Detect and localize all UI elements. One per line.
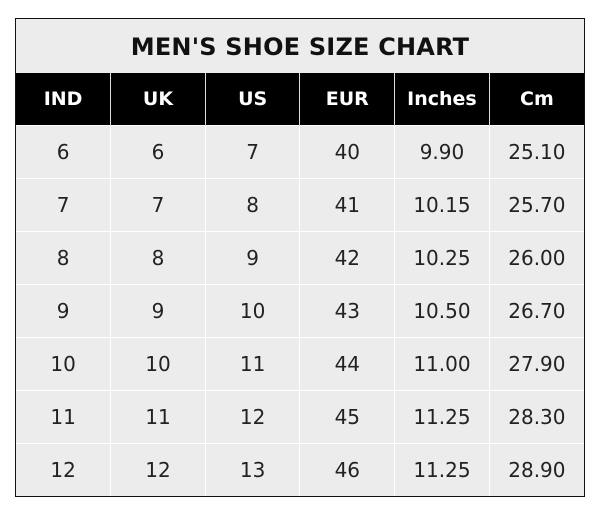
table-cell: 10.25 <box>394 231 490 285</box>
table-row: 6 6 7 40 9.90 25.10 <box>16 125 584 179</box>
table-cell: 8 <box>16 231 112 285</box>
table-cell: 12 <box>16 443 112 496</box>
table-cell: 12 <box>204 390 301 444</box>
column-header: EUR <box>299 73 395 126</box>
table-cell: 9 <box>204 231 301 285</box>
table-cell: 28.30 <box>488 390 584 444</box>
table-cell: 9 <box>16 284 112 338</box>
table-cell: 43 <box>299 284 396 338</box>
table-cell: 11 <box>110 390 206 444</box>
table-row: 9 9 10 43 10.50 26.70 <box>16 284 584 338</box>
table-cell: 10 <box>16 337 112 391</box>
table-cell: 27.90 <box>488 337 584 391</box>
table-cell: 40 <box>299 125 396 179</box>
size-table: IND UK US EUR Inches Cm 6 6 7 40 9.90 25.10 7 7 8 41 10… <box>16 73 584 496</box>
table-cell: 11 <box>204 337 301 391</box>
column-header: UK <box>110 73 206 126</box>
table-cell: 11 <box>16 390 112 444</box>
table-row: 7 7 8 41 10.15 25.70 <box>16 178 584 232</box>
table-cell: 10 <box>110 337 206 391</box>
table-row: 8 8 9 42 10.25 26.00 <box>16 231 584 285</box>
table-cell: 10.50 <box>394 284 490 338</box>
table-row: 12 12 13 46 11.25 28.90 <box>16 443 584 496</box>
table-cell: 25.70 <box>488 178 584 232</box>
header-row: IND UK US EUR Inches Cm <box>16 73 584 126</box>
table-cell: 9 <box>110 284 206 338</box>
table-cell: 6 <box>16 125 112 179</box>
table-cell: 10 <box>204 284 301 338</box>
table-row: 11 11 12 45 11.25 28.30 <box>16 390 584 444</box>
chart-title: MEN'S SHOE SIZE CHART <box>130 33 470 61</box>
size-chart-table: MEN'S SHOE SIZE CHART IND UK US EUR Inches Cm… <box>15 18 585 497</box>
table-row: 10 10 11 44 11.00 27.90 <box>16 337 584 391</box>
table-cell: 41 <box>299 178 396 232</box>
table-cell: 11.25 <box>394 443 490 496</box>
table-cell: 8 <box>204 178 301 232</box>
table-cell: 25.10 <box>488 125 584 179</box>
column-header: Cm <box>488 73 584 126</box>
table-cell: 46 <box>299 443 396 496</box>
column-header: IND <box>16 73 111 126</box>
table-cell: 10.15 <box>394 178 490 232</box>
table-cell: 11.25 <box>394 390 490 444</box>
table-cell: 26.00 <box>488 231 584 285</box>
table-cell: 26.70 <box>488 284 584 338</box>
table-cell: 45 <box>299 390 396 444</box>
table-cell: 11.00 <box>394 337 490 391</box>
table-cell: 9.90 <box>394 125 490 179</box>
table-cell: 44 <box>299 337 396 391</box>
table-cell: 42 <box>299 231 396 285</box>
table-cell: 7 <box>16 178 112 232</box>
table-cell: 7 <box>204 125 301 179</box>
table-cell: 12 <box>110 443 206 496</box>
column-header: Inches <box>394 73 490 126</box>
table-cell: 28.90 <box>488 443 584 496</box>
column-header: US <box>204 73 300 126</box>
table-cell: 13 <box>204 443 301 496</box>
table-cell: 8 <box>110 231 206 285</box>
table-cell: 6 <box>110 125 206 179</box>
table-cell: 7 <box>110 178 206 232</box>
